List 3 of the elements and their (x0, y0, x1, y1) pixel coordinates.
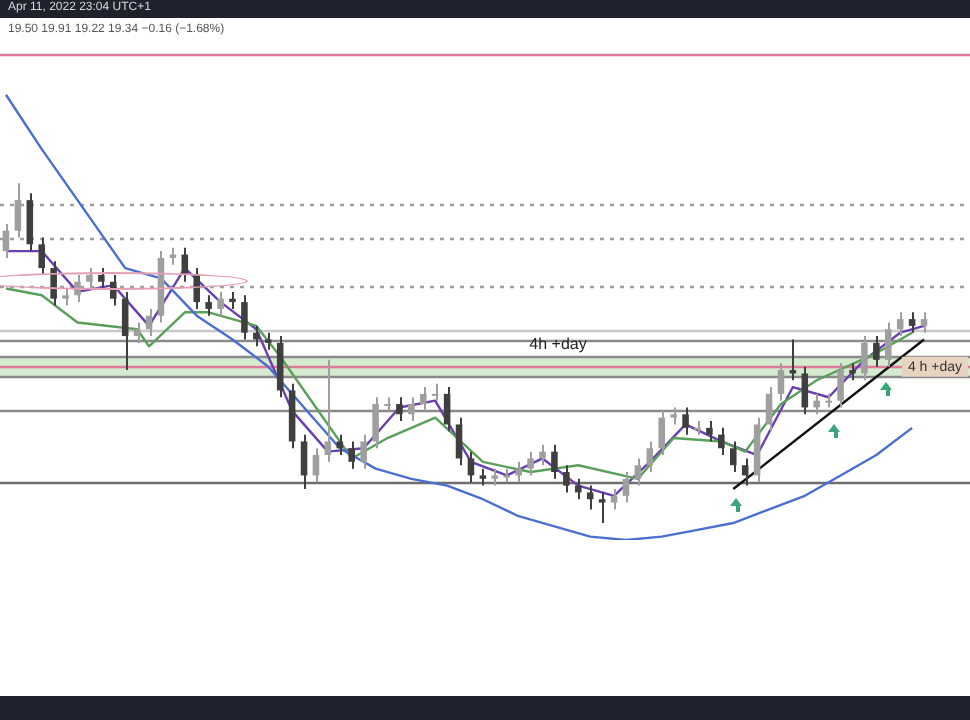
candlestick (264, 331, 272, 351)
candlestick (670, 406, 677, 426)
annotation: 4h +day (529, 334, 587, 353)
